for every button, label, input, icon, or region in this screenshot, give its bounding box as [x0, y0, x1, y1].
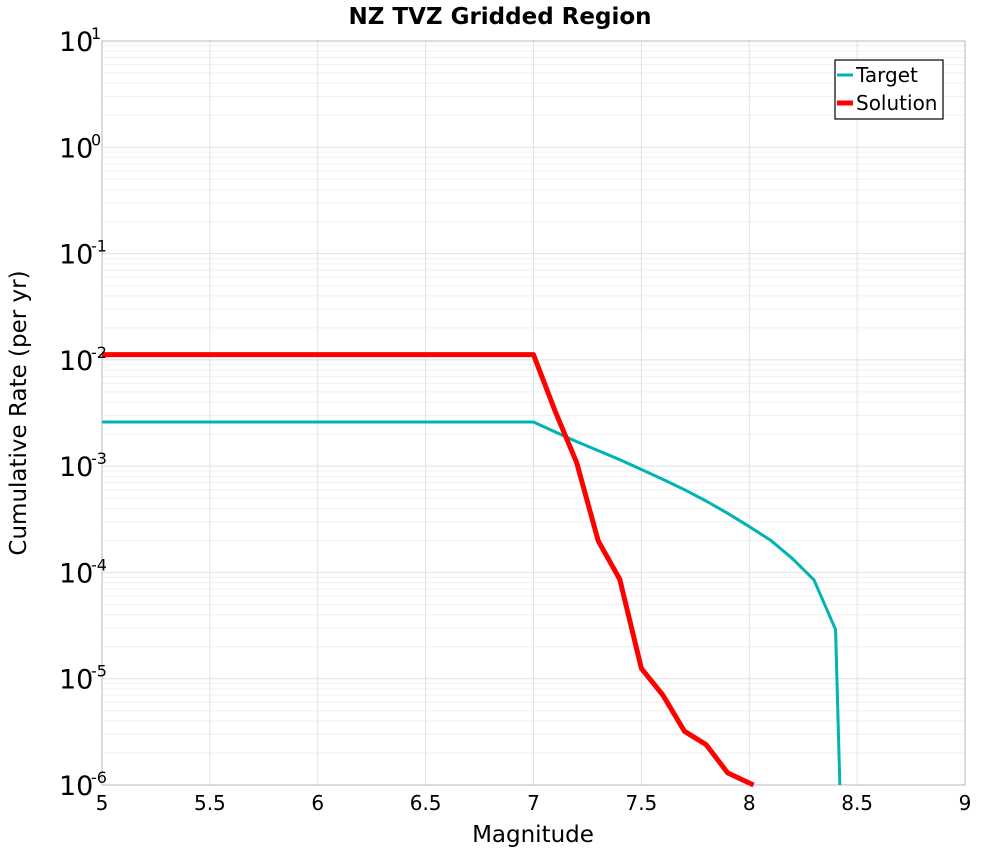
y-tick-label: 100: [59, 130, 101, 164]
y-tick-exponent: -5: [91, 662, 107, 681]
y-tick-base: 10: [59, 452, 93, 483]
series-line-solution: [102, 352, 755, 788]
x-tick-label: 8: [743, 791, 756, 815]
grid-layer: [101, 40, 966, 786]
y-tick-base: 10: [59, 665, 93, 696]
y-tick-label: 101: [59, 24, 101, 58]
plot-frame: [101, 40, 966, 786]
x-tick-label: 5: [96, 791, 109, 815]
series-line-target: [102, 420, 842, 786]
y-tick-exponent: -2: [91, 343, 107, 362]
y-tick-exponent: 1: [91, 24, 101, 43]
y-tick-label: 10-2: [59, 343, 107, 377]
y-tick-exponent: -3: [91, 449, 107, 468]
x-tick-label: 7.5: [625, 791, 657, 815]
series-layer: [102, 352, 842, 788]
y-axis-label: Cumulative Rate (per yr): [6, 270, 32, 555]
x-axis-label: Magnitude: [472, 822, 594, 848]
x-tick-label: 5.5: [194, 791, 226, 815]
y-tick-label: 10-6: [59, 768, 107, 802]
x-tick-label: 6.5: [410, 791, 442, 815]
y-tick-base: 10: [59, 771, 93, 802]
legend-label-solution: Solution: [856, 91, 937, 115]
chart-title: NZ TVZ Gridded Region: [348, 4, 651, 30]
y-tick-label: 10-4: [59, 555, 107, 589]
x-tick-labels: 5 5.5 6 6.5 7 7.5 8 8.5 9: [96, 791, 972, 815]
legend: Target Solution: [834, 59, 944, 120]
x-tick-label: 8.5: [841, 791, 873, 815]
y-tick-exponent: 0: [91, 130, 101, 149]
x-tick-label: 9: [959, 791, 972, 815]
y-tick-label: 10-3: [59, 449, 107, 483]
y-tick-exponent: -6: [91, 768, 107, 787]
y-tick-label: 10-1: [59, 237, 107, 271]
legend-label-target: Target: [855, 63, 918, 87]
x-tick-label: 6: [311, 791, 324, 815]
y-tick-base: 10: [59, 346, 93, 377]
x-tick-label: 7: [527, 791, 540, 815]
y-tick-exponent: -1: [91, 237, 107, 256]
y-tick-base: 10: [59, 133, 93, 164]
y-tick-base: 10: [59, 240, 93, 271]
y-tick-base: 10: [59, 558, 93, 589]
y-tick-label: 10-5: [59, 662, 107, 696]
y-tick-base: 10: [59, 27, 93, 58]
legend-box: [834, 59, 944, 120]
y-tick-exponent: -4: [91, 555, 107, 574]
